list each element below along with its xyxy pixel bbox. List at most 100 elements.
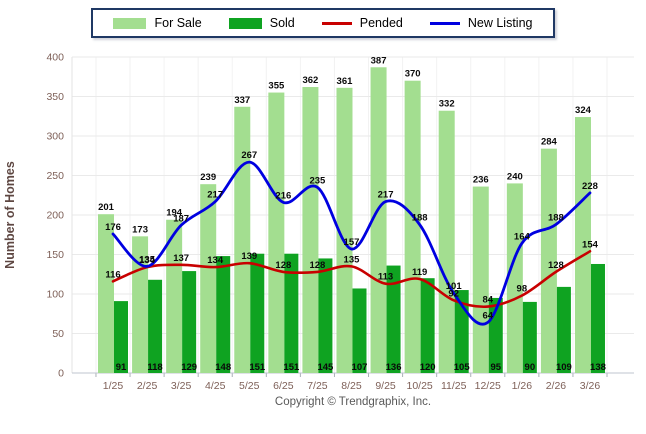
- y-axis-title: Number of Homes: [3, 161, 17, 269]
- for-sale-bar: [540, 148, 557, 373]
- legend-item-sold: Sold: [228, 16, 295, 30]
- pended-value-label: 134: [207, 255, 224, 266]
- x-tick-label: 7/25: [307, 380, 328, 392]
- new-listing-value-label: 64: [482, 310, 493, 321]
- sold-bar: [250, 253, 265, 373]
- for-sale-bar: [98, 214, 114, 373]
- pended-value-label: 128: [548, 260, 564, 271]
- legend-item-for-sale: For Sale: [113, 16, 202, 30]
- for-sale-value-label: 284: [541, 137, 558, 148]
- new-listing-value-label: 187: [173, 213, 189, 224]
- sold-value-label: 91: [116, 362, 127, 373]
- for-sale-value-label: 361: [337, 76, 354, 87]
- sold-value-label: 118: [147, 362, 162, 373]
- for-sale-bar: [302, 87, 319, 374]
- new-listing-value-label: 101: [446, 281, 463, 292]
- sold-value-label: 136: [386, 362, 402, 373]
- new-listing-line: [111, 160, 592, 326]
- y-tick-label: 350: [46, 91, 64, 103]
- sold-bar: [556, 286, 571, 373]
- for-sale-value-label: 362: [302, 75, 318, 86]
- x-tick-label: 3/25: [171, 380, 192, 392]
- copyright-text: Copyright © Trendgraphix, Inc.: [274, 396, 432, 408]
- new-listing-value-label: 188: [548, 212, 564, 223]
- new-listing-value-label: 188: [412, 212, 428, 223]
- for-sale-value-label: 194: [166, 208, 183, 219]
- for-sale-bar: [438, 110, 455, 373]
- x-tick-label: 4/25: [205, 380, 226, 392]
- x-tick-label: 2/26: [546, 380, 567, 392]
- sold-value-label: 95: [490, 362, 501, 373]
- legend-label: New Listing: [467, 16, 533, 30]
- x-tick-label: 1/25: [103, 380, 124, 392]
- y-tick-label: 50: [52, 328, 64, 340]
- for-sale-bar: [404, 80, 421, 373]
- new-listing-value-label: 217: [207, 190, 223, 201]
- for-sale-bar: [370, 67, 387, 374]
- x-tick-label: 5/25: [239, 380, 260, 392]
- new-listing-value-label: 135: [139, 254, 156, 265]
- sold-value-label: 151: [283, 362, 300, 373]
- for-sale-value-label: 240: [507, 171, 523, 182]
- for-sale-value-label: 239: [200, 172, 216, 183]
- sold-value-label: 148: [215, 362, 231, 373]
- sold-bar: [182, 271, 197, 373]
- sold-swatch: [228, 17, 262, 29]
- pended-value-label: 84: [482, 295, 493, 306]
- for-sale-bar: [268, 92, 285, 374]
- for-sale-bar: [234, 106, 251, 374]
- sold-bar: [318, 258, 333, 373]
- for-sale-bar: [472, 186, 489, 373]
- sold-value-label: 129: [181, 362, 197, 373]
- x-tick-label: 9/25: [375, 380, 396, 392]
- sold-bar: [148, 279, 163, 373]
- sold-bar: [352, 288, 367, 373]
- for-sale-value-label: 236: [473, 175, 489, 186]
- legend-label: Pended: [359, 16, 403, 30]
- for-sale-value-label: 337: [234, 95, 250, 106]
- y-tick-label: 400: [46, 52, 64, 64]
- new-listing-value-label: 164: [514, 231, 531, 242]
- new-listing-value-label: 176: [105, 222, 121, 233]
- sold-value-label: 138: [590, 362, 606, 373]
- sold-value-label: 145: [317, 362, 334, 373]
- y-tick-label: 0: [58, 368, 64, 380]
- for-sale-value-label: 332: [439, 99, 455, 110]
- legend-label: Sold: [269, 16, 295, 30]
- for-sale-bar: [336, 87, 353, 373]
- y-tick-label: 200: [46, 210, 64, 222]
- for-sale-value-label: 173: [132, 224, 148, 235]
- y-tick-label: 100: [46, 289, 64, 301]
- x-tick-label: 8/25: [341, 380, 362, 392]
- pended-value-label: 119: [412, 267, 427, 278]
- sold-value-label: 105: [454, 362, 471, 373]
- pended-swatch: [321, 21, 352, 25]
- for-sale-value-label: 201: [98, 202, 115, 213]
- x-tick-label: 1/26: [512, 380, 533, 392]
- pended-value-label: 113: [378, 272, 393, 283]
- legend-item-new-listing: New Listing: [429, 16, 533, 30]
- for-sale-value-label: 324: [575, 105, 592, 116]
- x-tick-label: 2/25: [137, 380, 158, 392]
- pended-value-label: 137: [173, 253, 189, 264]
- pended-value-label: 154: [582, 239, 599, 250]
- sold-bar: [216, 256, 231, 373]
- legend-label: For Sale: [154, 16, 202, 30]
- for-sale-bar: [506, 183, 523, 373]
- y-tick-label: 250: [46, 170, 64, 182]
- for-sale-bar: [166, 219, 183, 373]
- for-sale-value-label: 387: [371, 55, 387, 66]
- pended-value-label: 116: [105, 269, 120, 280]
- y-tick-label: 300: [46, 131, 64, 143]
- x-tick-label: 10/25: [406, 380, 432, 392]
- pended-value-label: 92: [448, 288, 459, 299]
- sold-value-label: 151: [249, 362, 266, 373]
- sold-bar: [386, 265, 401, 373]
- legend-item-pended: Pended: [321, 16, 403, 30]
- for-sale-value-label: 355: [268, 81, 285, 92]
- sold-bar: [522, 301, 537, 373]
- sold-bar: [114, 301, 128, 373]
- sold-value-label: 109: [556, 362, 572, 373]
